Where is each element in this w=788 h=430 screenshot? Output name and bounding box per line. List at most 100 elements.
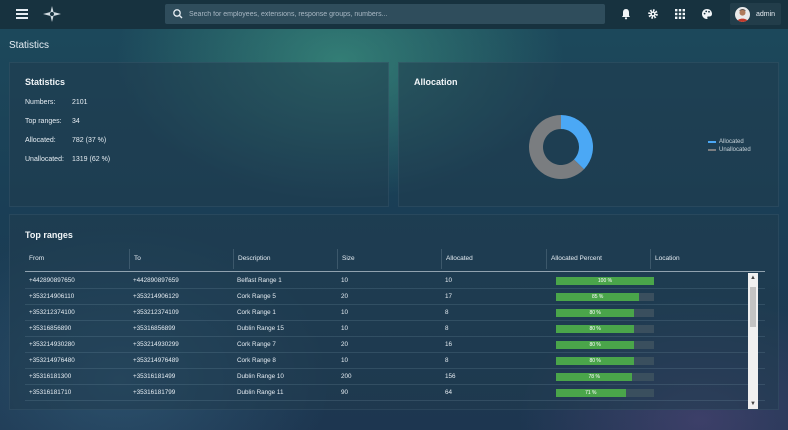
table-row[interactable]: +353214930280 +353214930299 Cork Range 7 20…: [25, 337, 765, 353]
cell-from: +35316856890: [29, 325, 72, 332]
cell-allocated: 8: [445, 357, 449, 364]
cell-allocated: 17: [445, 293, 453, 300]
search-icon: [173, 9, 183, 19]
allocated-percent-label: 71 %: [585, 390, 597, 396]
table-row[interactable]: +353214906110 +353214906129 Cork Range 5 20…: [25, 289, 765, 305]
column-header-from[interactable]: From: [29, 255, 45, 262]
cell-to: +353214976489: [133, 357, 179, 364]
bell-icon[interactable]: [620, 8, 632, 20]
table-body[interactable]: +442890897650 +442890897659 Belfast Range …: [25, 273, 765, 409]
scroll-thumb[interactable]: [750, 287, 756, 327]
scroll-up-icon[interactable]: ▲: [750, 275, 756, 281]
stat-numbers: Numbers: 2101: [25, 99, 88, 106]
cell-size: 10: [341, 309, 349, 316]
username: admin: [756, 10, 776, 18]
cell-allocated: 16: [445, 341, 453, 348]
user-avatar-icon: [737, 8, 748, 22]
scroll-down-icon[interactable]: ▼: [750, 401, 756, 407]
allocated-percent-bar: 80 %: [556, 309, 654, 317]
column-header-allocated[interactable]: Allocated: [441, 249, 546, 269]
allocated-percent-fill: 80 %: [556, 357, 635, 365]
allocated-percent-label: 78 %: [588, 374, 600, 380]
apps-grid-icon[interactable]: [674, 8, 686, 20]
legend-swatch: [708, 141, 716, 143]
allocated-percent-fill: 85 %: [556, 293, 640, 301]
search-input[interactable]: [189, 10, 589, 18]
cell-size: 200: [341, 373, 352, 380]
table-row[interactable]: +353214976480 +353214976489 Cork Range 8 10…: [25, 353, 765, 369]
allocated-percent-fill: 78 %: [556, 373, 633, 381]
allocated-percent-label: 80 %: [589, 310, 601, 316]
cell-size: 10: [341, 325, 349, 332]
donut-slice-allocated[interactable]: [561, 115, 593, 170]
table-scrollbar[interactable]: ▲ ▼: [748, 273, 758, 409]
top-ranges-title: Top ranges: [25, 230, 73, 240]
cell-allocated: 10: [445, 277, 453, 284]
column-header-to[interactable]: To: [129, 249, 233, 269]
allocated-percent-label: 100 %: [597, 278, 613, 284]
allocated-percent-fill: 80 %: [556, 341, 635, 349]
allocated-percent-label: 85 %: [591, 294, 604, 300]
user-menu[interactable]: admin: [730, 3, 781, 25]
table-row[interactable]: +35316181300 +35316181499 Dublin Range 10 2…: [25, 369, 765, 385]
top-bar: admin: [0, 0, 788, 29]
allocated-percent-bar: 78 %: [556, 373, 654, 381]
page-title: Statistics: [9, 40, 50, 51]
column-header-description[interactable]: Description: [233, 249, 337, 269]
stat-label: Allocated:: [25, 137, 56, 144]
cell-size: 20: [341, 293, 349, 300]
avatar: [735, 6, 750, 22]
header-divider: [25, 271, 765, 272]
table-row[interactable]: +35316181710 +35316181799 Dublin Range 11 9…: [25, 385, 765, 401]
legend-item-allocated[interactable]: Allocated: [708, 138, 751, 146]
cell-from: +35316181300: [29, 373, 72, 380]
cell-description: Cork Range 1: [237, 309, 276, 316]
table-row[interactable]: +353212374100 +353212374109 Cork Range 1 10…: [25, 305, 765, 321]
allocation-card: Allocation Allocated Unallocated: [398, 62, 779, 207]
column-header-allocated-percent[interactable]: Allocated Percent: [546, 249, 650, 269]
stat-unallocated: Unallocated: 1319 (62 %): [25, 156, 110, 163]
cell-description: Cork Range 8: [237, 357, 276, 364]
cell-to: +35316856899: [133, 325, 176, 332]
statistics-card: Statistics Numbers: 2101 Top ranges: 34 Al…: [9, 62, 389, 207]
stat-value: 34: [72, 118, 80, 125]
cell-description: Dublin Range 11: [237, 389, 284, 396]
table-row[interactable]: +35316856890 +35316856899 Dublin Range 15 1…: [25, 321, 765, 337]
legend-item-unallocated[interactable]: Unallocated: [708, 146, 751, 154]
cell-from: +442890897650: [29, 277, 75, 284]
stat-label: Numbers:: [25, 99, 56, 106]
allocated-percent-bar: 100 %: [556, 277, 654, 285]
allocated-percent-fill: 80 %: [556, 309, 635, 317]
allocated-percent-bar: 80 %: [556, 357, 654, 365]
column-header-location[interactable]: Location: [650, 249, 765, 269]
cell-description: Dublin Range 10: [237, 373, 284, 380]
cell-from: +35316181710: [29, 389, 72, 396]
stat-value: 2101: [72, 99, 88, 106]
search-box[interactable]: [165, 4, 605, 24]
cell-size: 10: [341, 357, 349, 364]
gear-icon[interactable]: [647, 8, 659, 20]
cell-to: +442890897659: [133, 277, 179, 284]
stat-value: 1319 (62 %): [72, 156, 111, 163]
palette-icon[interactable]: [701, 8, 713, 20]
cell-from: +353214906110: [29, 293, 75, 300]
donut-slice-unallocated[interactable]: [529, 115, 585, 179]
logo-icon[interactable]: [43, 6, 61, 22]
cell-description: Belfast Range 1: [237, 277, 282, 284]
menu-icon[interactable]: [16, 9, 28, 19]
cell-allocated: 8: [445, 325, 449, 332]
allocated-percent-bar: 71 %: [556, 389, 654, 397]
cell-size: 90: [341, 389, 349, 396]
top-ranges-card: Top ranges From To Description Size Allo…: [9, 214, 779, 410]
table-row[interactable]: +442890897650 +442890897659 Belfast Range …: [25, 273, 765, 289]
cell-from: +353214930280: [29, 341, 75, 348]
allocated-percent-bar: 80 %: [556, 341, 654, 349]
chart-legend: Allocated Unallocated: [708, 138, 751, 154]
allocated-percent-label: 80 %: [589, 326, 601, 332]
table-header: From To Description Size Allocated Alloc…: [25, 249, 765, 269]
statistics-title: Statistics: [25, 77, 66, 87]
cell-description: Cork Range 5: [237, 293, 276, 300]
column-header-size[interactable]: Size: [337, 249, 441, 269]
stat-top-ranges: Top ranges: 34: [25, 118, 80, 125]
allocated-percent-bar: 85 %: [556, 293, 654, 301]
